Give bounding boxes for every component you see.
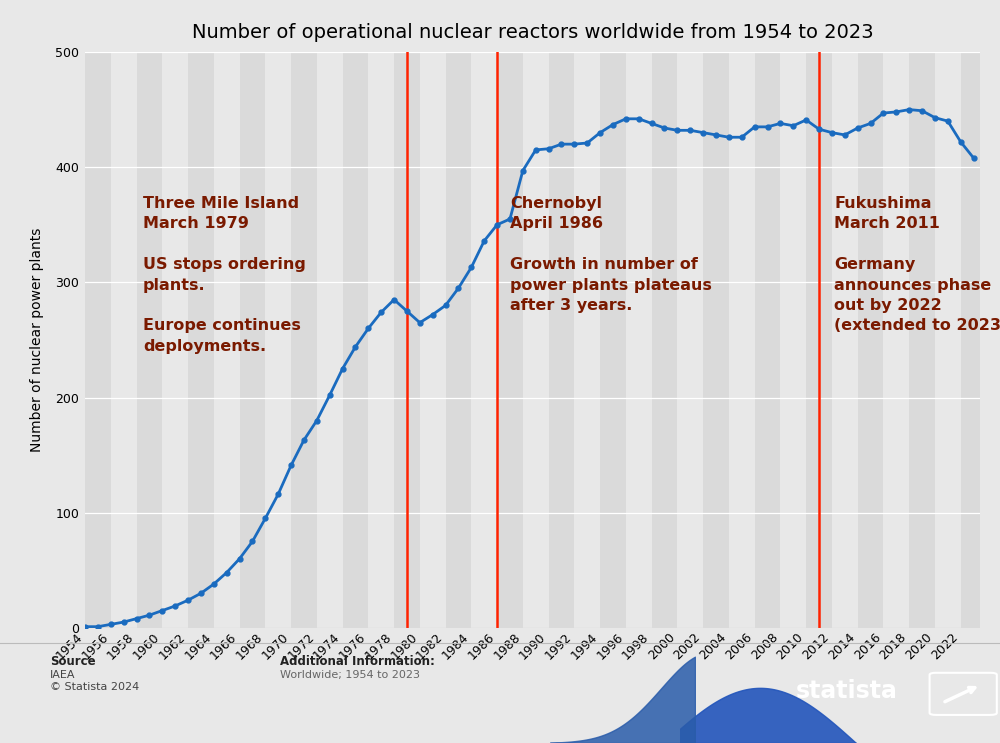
Bar xyxy=(780,52,806,628)
Bar xyxy=(188,52,214,628)
Bar xyxy=(162,52,188,628)
Bar xyxy=(214,52,240,628)
Text: Worldwide; 1954 to 2023: Worldwide; 1954 to 2023 xyxy=(280,670,420,680)
Bar xyxy=(317,52,343,628)
Bar xyxy=(755,52,780,628)
Bar xyxy=(291,52,317,628)
Bar xyxy=(265,52,291,628)
Bar xyxy=(343,52,368,628)
Bar xyxy=(858,52,883,628)
Bar xyxy=(549,52,574,628)
Text: statista: statista xyxy=(795,679,897,703)
Bar xyxy=(935,52,961,628)
Bar xyxy=(626,52,652,628)
Bar xyxy=(806,52,832,628)
Bar xyxy=(574,52,600,628)
Bar xyxy=(471,52,497,628)
Text: Source: Source xyxy=(50,655,96,668)
Bar xyxy=(85,52,111,628)
Bar xyxy=(111,52,137,628)
Bar xyxy=(240,52,265,628)
Bar xyxy=(137,52,162,628)
Text: Additional Information:: Additional Information: xyxy=(280,655,435,668)
Bar xyxy=(368,52,394,628)
Bar xyxy=(420,52,446,628)
Bar xyxy=(961,52,986,628)
Text: Chernobyl
April 1986

Growth in number of
power plants plateaus
after 3 years.: Chernobyl April 1986 Growth in number of… xyxy=(510,196,712,313)
Bar xyxy=(446,52,471,628)
Title: Number of operational nuclear reactors worldwide from 1954 to 2023: Number of operational nuclear reactors w… xyxy=(192,23,873,42)
Text: Three Mile Island
March 1979

US stops ordering
plants.

Europe continues
deploy: Three Mile Island March 1979 US stops or… xyxy=(143,196,306,354)
Text: IAEA
© Statista 2024: IAEA © Statista 2024 xyxy=(50,670,139,692)
Bar xyxy=(497,52,523,628)
Bar xyxy=(832,52,858,628)
Bar xyxy=(652,52,677,628)
Bar xyxy=(729,52,755,628)
Bar xyxy=(703,52,729,628)
Bar xyxy=(600,52,626,628)
Text: Fukushima
March 2011

Germany
announces phase
out by 2022
(extended to 2023): Fukushima March 2011 Germany announces p… xyxy=(834,196,1000,334)
Bar xyxy=(523,52,549,628)
Bar xyxy=(909,52,935,628)
Bar xyxy=(883,52,909,628)
Bar xyxy=(677,52,703,628)
Bar xyxy=(394,52,420,628)
Y-axis label: Number of nuclear power plants: Number of nuclear power plants xyxy=(30,228,44,452)
